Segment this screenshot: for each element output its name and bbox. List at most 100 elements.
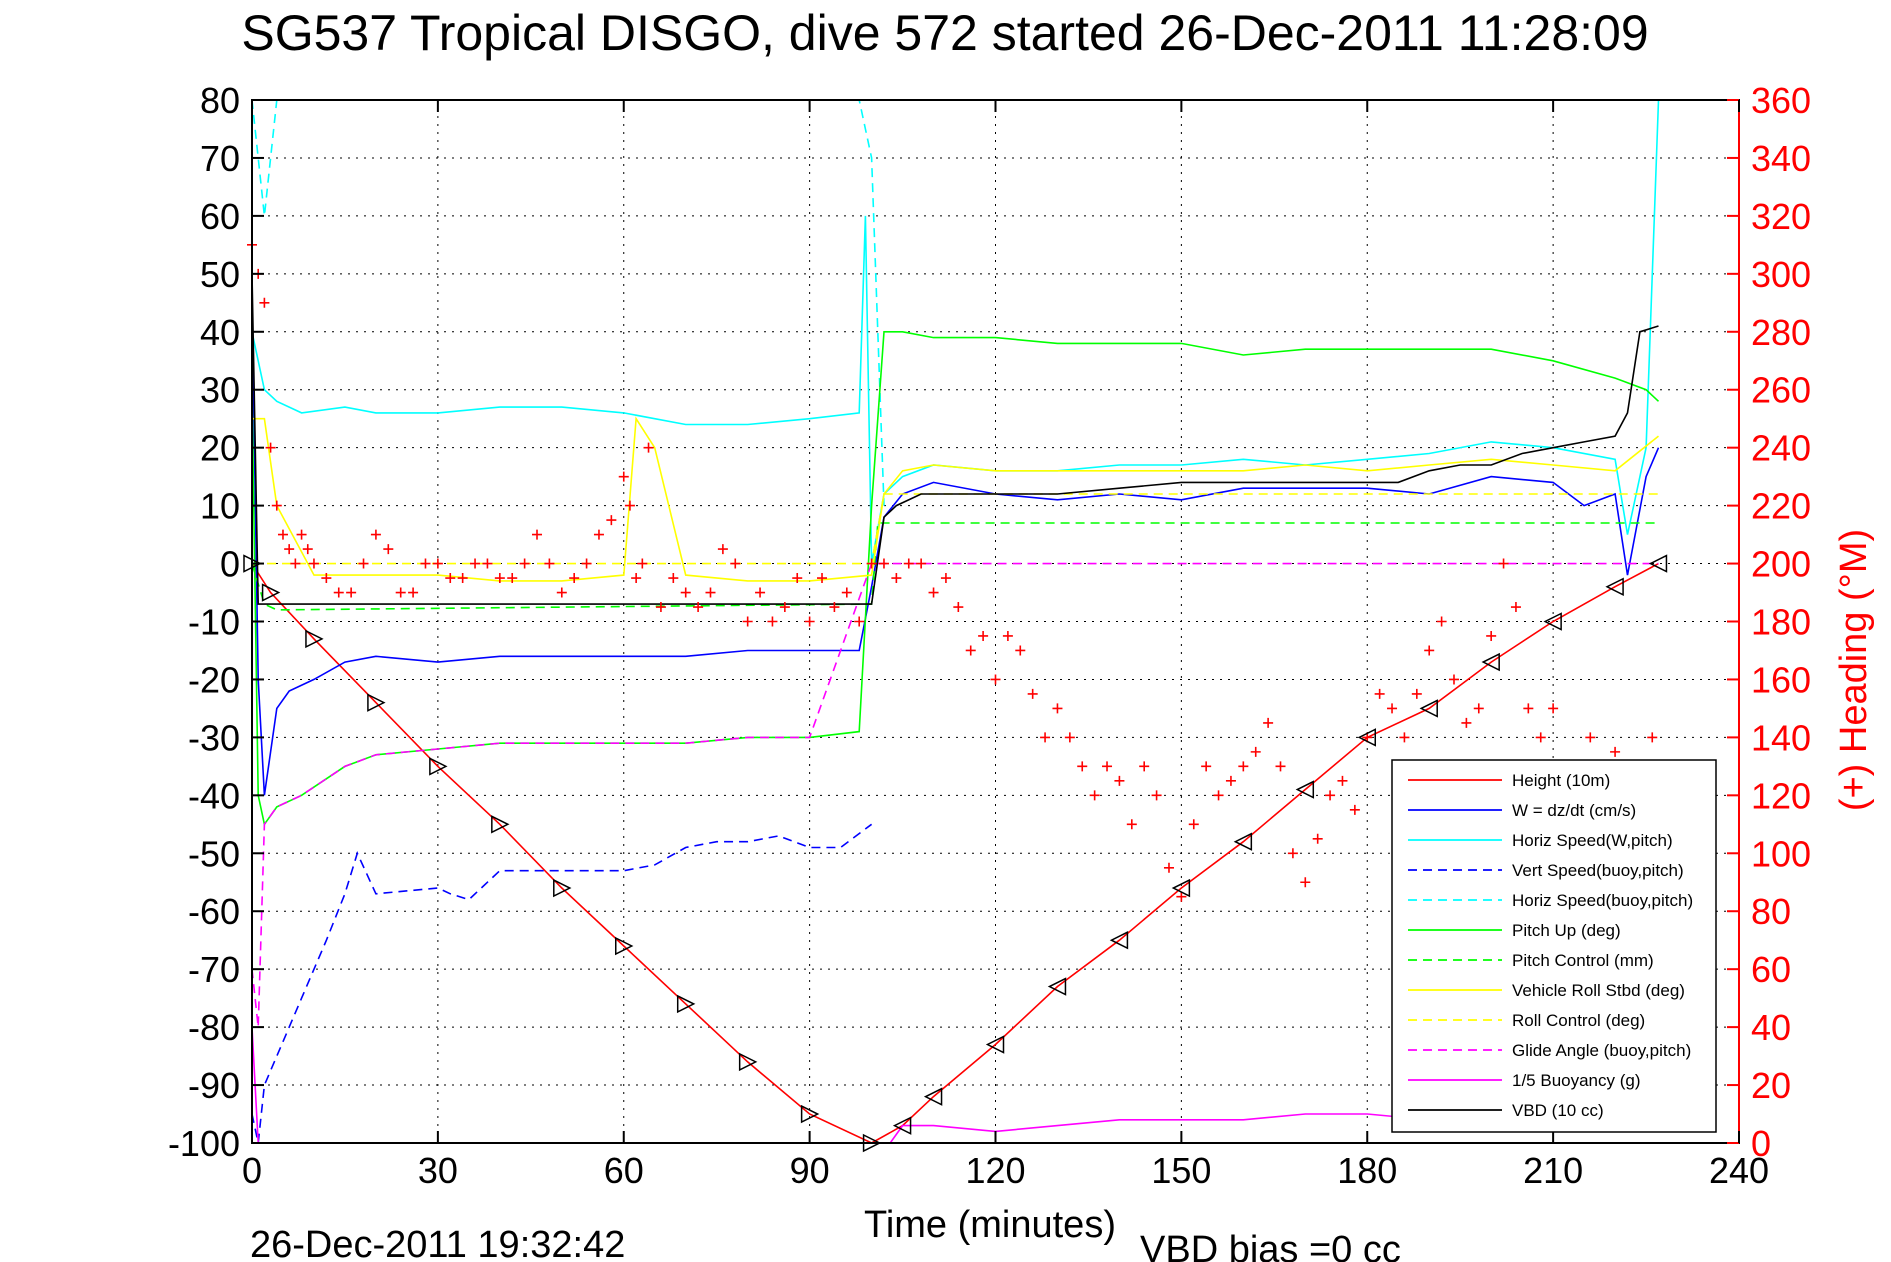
heading-marker <box>1263 717 1274 728</box>
heading-marker <box>1275 761 1286 772</box>
heading-marker <box>1188 819 1199 830</box>
left-tick-label: -40 <box>188 775 240 816</box>
heading-marker <box>779 602 790 613</box>
right-tick-label: 0 <box>1751 1123 1771 1164</box>
height-marker <box>491 815 510 834</box>
x-tick-label: 60 <box>604 1150 644 1191</box>
heading-marker <box>1213 790 1224 801</box>
left-tick-label: 0 <box>220 544 240 585</box>
height-marker <box>615 936 634 956</box>
height-marker <box>1047 977 1067 996</box>
heading-marker <box>569 573 580 584</box>
left-tick-label: 70 <box>200 138 240 179</box>
legend-entry: Horiz Speed(buoy,pitch) <box>1512 891 1693 910</box>
heading-marker <box>556 587 567 598</box>
heading-marker <box>544 558 555 569</box>
legend-entry: Vert Speed(buoy,pitch) <box>1512 861 1684 880</box>
heading-marker <box>383 544 394 555</box>
height-marker <box>1109 930 1129 950</box>
heading-marker <box>1300 877 1311 888</box>
right-tick-label: 320 <box>1751 196 1811 237</box>
x-tick-label: 210 <box>1523 1150 1583 1191</box>
height-marker <box>923 1087 943 1106</box>
height-marker <box>1419 699 1438 718</box>
heading-marker <box>655 602 666 613</box>
left-tick-label: -10 <box>188 602 240 643</box>
heading-marker <box>1089 790 1100 801</box>
heading-marker <box>1486 630 1497 641</box>
heading-marker <box>1337 775 1348 786</box>
heading-marker <box>1647 732 1658 743</box>
heading-marker <box>1163 862 1174 873</box>
heading-marker <box>668 573 679 584</box>
left-tick-label: -100 <box>168 1123 240 1164</box>
heading-marker <box>804 616 815 627</box>
x-tick-label: 30 <box>418 1150 458 1191</box>
heading-marker <box>1052 703 1063 714</box>
heading-marker <box>1349 804 1360 815</box>
heading-marker <box>742 616 753 627</box>
heading-marker <box>271 500 282 511</box>
right-axis-ticks: 0 20 40 60 80 100 120 140 160 180 200 220 240 260 280 3… <box>1727 80 1811 1164</box>
heading-marker <box>470 558 481 569</box>
heading-marker <box>1387 703 1398 714</box>
heading-marker <box>277 529 288 540</box>
x-tick-label: 150 <box>1151 1150 1211 1191</box>
heading-marker <box>693 602 704 613</box>
right-tick-label: 160 <box>1751 659 1811 700</box>
heading-marker <box>1201 761 1212 772</box>
legend-entry: Vehicle Roll Stbd (deg) <box>1512 981 1685 1000</box>
chart-title: SG537 Tropical DISGO, dive 572 started 2… <box>241 5 1648 61</box>
heading-marker <box>916 558 927 569</box>
heading-marker <box>1325 790 1336 801</box>
heading-marker <box>259 297 270 308</box>
heading-marker <box>1312 833 1323 844</box>
heading-marker <box>1548 703 1559 714</box>
series-line <box>251 562 1659 1144</box>
heading-marker <box>755 587 766 598</box>
heading-marker <box>606 515 617 526</box>
left-tick-label: -90 <box>188 1065 240 1106</box>
heading-marker <box>308 558 319 569</box>
heading-marker <box>1436 616 1447 627</box>
heading-marker <box>1510 602 1521 613</box>
heading-marker <box>705 587 716 598</box>
height-marker <box>1481 652 1500 672</box>
heading-marker <box>494 573 505 584</box>
heading-marker <box>290 558 301 569</box>
height-marker <box>800 1104 820 1124</box>
height-marker <box>738 1052 758 1072</box>
heading-marker <box>866 558 877 569</box>
height-marker <box>1605 577 1624 596</box>
left-axis-ticks: -100-90-80-70-60-50-40-30-20-10010203040… <box>168 80 264 1164</box>
right-tick-label: 60 <box>1751 949 1791 990</box>
heading-marker <box>1238 761 1249 772</box>
legend-box <box>1391 759 1717 1133</box>
height-marker <box>1233 832 1253 851</box>
left-tick-label: -80 <box>188 1007 240 1048</box>
right-tick-label: 180 <box>1751 602 1811 643</box>
right-tick-label: 200 <box>1751 544 1811 585</box>
heading-marker <box>1126 819 1137 830</box>
left-tick-label: 60 <box>200 196 240 237</box>
right-tick-label: 40 <box>1751 1007 1791 1048</box>
left-tick-label: -60 <box>188 891 240 932</box>
left-tick-label: 50 <box>200 254 240 295</box>
heading-marker <box>1176 891 1187 902</box>
heading-marker <box>581 558 592 569</box>
right-tick-label: 20 <box>1751 1065 1791 1106</box>
right-tick-label: 120 <box>1751 775 1811 816</box>
legend-entry: 1/5 Buoyancy (g) <box>1512 1071 1641 1090</box>
heading-marker <box>767 616 778 627</box>
heading-marker <box>408 587 419 598</box>
heading-marker <box>1473 703 1484 714</box>
heading-marker <box>321 573 332 584</box>
heading-marker <box>903 558 914 569</box>
height-marker <box>261 583 281 602</box>
left-tick-label: -20 <box>188 659 240 700</box>
heading-markers <box>247 239 1658 902</box>
heading-marker <box>1027 688 1038 699</box>
heading-marker <box>829 602 840 613</box>
heading-marker <box>1064 732 1075 743</box>
